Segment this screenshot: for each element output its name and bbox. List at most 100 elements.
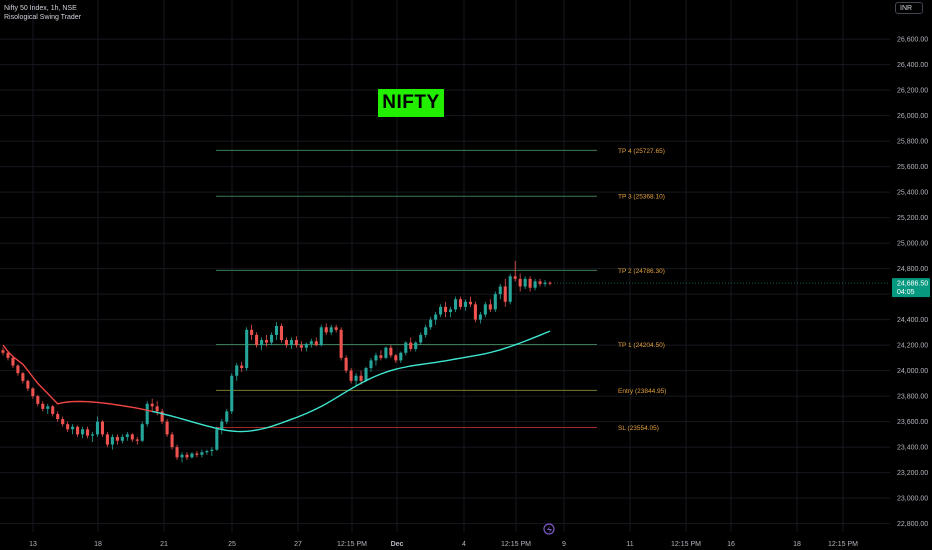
candle-body [439, 306, 443, 315]
candle-body [245, 329, 249, 369]
candle-body [453, 299, 458, 310]
candle-body [274, 326, 279, 335]
x-tick-label: 12:15 PM [828, 541, 858, 548]
y-tick-label: 24,000.00 [897, 368, 928, 375]
candle-body [76, 426, 80, 435]
candle-body [279, 326, 284, 341]
candle-body [155, 406, 159, 412]
candle-body [235, 365, 239, 376]
last-price-tag [892, 278, 930, 298]
candle-body [458, 299, 463, 307]
level-label: SL (23554.05) [618, 425, 659, 432]
indicator-name: Risological Swing Trader [4, 14, 82, 21]
replay-icon [543, 523, 555, 535]
x-tick-label: 21 [160, 541, 168, 548]
x-tick-label: 11 [626, 541, 633, 548]
candle-body [528, 278, 532, 288]
level-label: TP 3 (25368.10) [618, 194, 665, 201]
y-tick-label: 26,400.00 [897, 62, 928, 69]
candle-body [81, 429, 85, 435]
candle-body [210, 449, 214, 451]
nifty-badge: NIFTY [378, 89, 444, 117]
x-tick-label: 25 [228, 541, 236, 548]
candle-body [205, 450, 209, 453]
candle-body [220, 421, 224, 430]
last-price-value: 24,686.50 [897, 281, 928, 288]
candle-body [36, 396, 40, 404]
lightning-icon [547, 526, 552, 533]
level-label: TP 4 (25727.65) [618, 148, 665, 155]
x-tick-label: 4 [462, 541, 466, 548]
candle-body [269, 334, 274, 343]
y-tick-label: 23,400.00 [897, 445, 928, 452]
candle-body [160, 411, 164, 422]
y-tick-label: 23,600.00 [897, 419, 928, 426]
x-tick-label: Dec [391, 541, 404, 548]
candle-body [170, 434, 174, 448]
candle-body [424, 327, 428, 335]
candle-body [384, 347, 388, 358]
candle-body [463, 301, 468, 307]
currency-button[interactable]: INR [895, 2, 923, 14]
x-tick-label: 18 [94, 541, 102, 548]
symbol-title: Nifty 50 Index, 1h, NSE [4, 5, 77, 12]
candle-body [46, 406, 50, 409]
candle-body [145, 403, 149, 425]
candle-body [404, 342, 408, 353]
candle-body [95, 421, 100, 435]
candle-body [329, 327, 333, 333]
candle-body [185, 454, 189, 458]
candle-body [394, 355, 398, 361]
y-tick-label: 24,800.00 [897, 266, 928, 273]
candle-body [21, 373, 25, 381]
candle-body [200, 452, 204, 455]
candle-body [299, 345, 303, 348]
candle-body [409, 342, 413, 349]
y-tick-label: 24,200.00 [897, 343, 928, 350]
candle-body [473, 304, 477, 320]
candle-body [339, 329, 343, 358]
candle-body [66, 424, 70, 430]
candle-body [483, 304, 487, 315]
candle-body [56, 413, 60, 420]
last-price-countdown: 04:05 [897, 289, 915, 296]
level-label: TP 1 (24204.50) [618, 342, 665, 349]
candle-body [61, 419, 65, 425]
y-tick-label: 23,000.00 [897, 496, 928, 503]
y-tick-label: 23,800.00 [897, 394, 928, 401]
y-tick-label: 26,000.00 [897, 113, 928, 120]
candle-body [309, 341, 313, 344]
candle-body [1, 350, 5, 353]
candle-body [120, 436, 124, 441]
candle-body [255, 334, 259, 346]
x-tick-label: 12:15 PM [671, 541, 701, 548]
y-tick-label: 25,000.00 [897, 241, 928, 248]
candle-body [359, 375, 363, 381]
candle-body [493, 294, 497, 310]
candle-body [434, 314, 438, 320]
candle-body [354, 375, 358, 381]
candle-body [364, 368, 368, 381]
x-tick-label: 9 [562, 541, 566, 548]
candle-body [444, 306, 448, 312]
candle-body [230, 375, 234, 412]
x-tick-label: 16 [727, 541, 735, 548]
candle-body [100, 421, 104, 435]
candle-body [289, 340, 293, 346]
candle-body [478, 314, 482, 320]
candle-body [150, 403, 154, 407]
candle-body [533, 281, 537, 288]
x-tick-label: 12:15 PM [337, 541, 367, 548]
candle-body [284, 340, 288, 346]
sma-line-below [2, 344, 153, 413]
y-tick-label: 26,200.00 [897, 88, 928, 95]
candle-body [508, 276, 512, 302]
candle-body [130, 434, 134, 440]
candle-body [180, 454, 184, 458]
candle-body [523, 278, 527, 287]
candle-body [334, 327, 338, 330]
candle-body [538, 281, 542, 284]
candle-body [260, 340, 264, 346]
candle-body [215, 429, 219, 450]
